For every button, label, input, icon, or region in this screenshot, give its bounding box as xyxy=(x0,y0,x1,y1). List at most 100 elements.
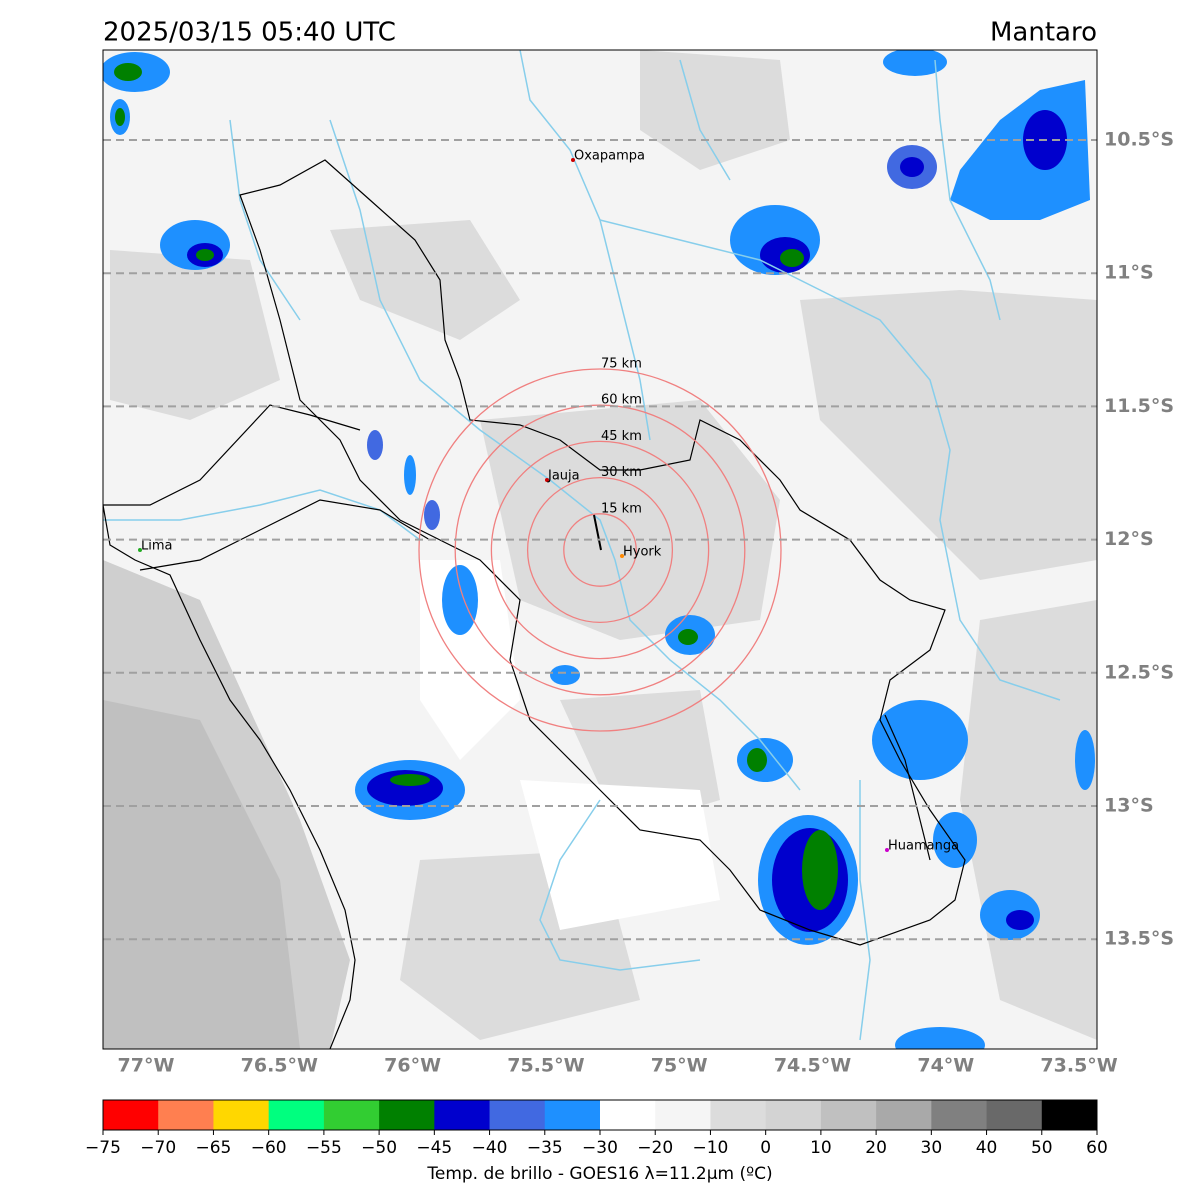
place-marker xyxy=(545,478,549,482)
colorbar-segment xyxy=(103,1100,159,1130)
colorbar-tick-label: 30 xyxy=(921,1138,943,1158)
colorbar-tick-label: −65 xyxy=(195,1138,231,1158)
convective-cloud xyxy=(678,629,698,645)
convective-cloud xyxy=(1075,730,1095,790)
colorbar-tick-label: −45 xyxy=(416,1138,452,1158)
place-marker xyxy=(571,158,575,162)
colorbar-label: Temp. de brillo - GOES16 λ=11.2μm (ºC) xyxy=(426,1164,772,1184)
coastline xyxy=(103,504,356,1049)
convective-cloud xyxy=(114,63,142,81)
colorbar-tick-label: 10 xyxy=(810,1138,832,1158)
colorbar-tick-label: −40 xyxy=(472,1138,508,1158)
colorbar-segment xyxy=(820,1100,877,1130)
river xyxy=(103,489,421,541)
river xyxy=(103,50,1061,1041)
convective-cloud xyxy=(424,500,440,530)
ring-label: 60 km xyxy=(601,393,642,408)
cloud-field xyxy=(520,780,720,930)
convective-cloud xyxy=(367,430,383,460)
convective-cloud xyxy=(883,50,947,76)
colorbar-segment xyxy=(379,1100,435,1130)
lon-label: 74°W xyxy=(917,1055,974,1077)
colorbar-segment xyxy=(600,1100,656,1130)
convective-cloud xyxy=(933,812,977,868)
place-marker xyxy=(885,848,889,852)
places: Oxapampa Jauja Hyork Lima Huamanga xyxy=(138,149,959,854)
ring-label: 75 km xyxy=(601,357,642,372)
lat-label: 11.5°S xyxy=(1104,395,1174,417)
lon-label: 73.5°W xyxy=(1040,1055,1117,1077)
river xyxy=(329,119,801,791)
colorbar-segment xyxy=(710,1100,767,1130)
colorbar-tick-label: 20 xyxy=(865,1138,887,1158)
colorbar-segment xyxy=(213,1100,270,1130)
colorbar-tick-label: −70 xyxy=(140,1138,176,1158)
colorbar-segment xyxy=(489,1100,546,1130)
river xyxy=(229,119,301,321)
colorbar-segment xyxy=(1041,1100,1098,1130)
cloud-field xyxy=(110,250,280,420)
lon-label: 74.5°W xyxy=(774,1055,851,1077)
convective-cloud xyxy=(747,748,767,772)
colorbar-tick-label: 50 xyxy=(1031,1138,1053,1158)
location: Mantaro xyxy=(990,18,1097,48)
convective-cloud xyxy=(802,830,838,910)
lon-label: 76.5°W xyxy=(241,1055,318,1077)
grid xyxy=(103,139,1097,941)
map: 15 km 30 km 45 km 60 km 75 km Oxapampa Jauja H… xyxy=(103,50,1097,1049)
river xyxy=(679,59,731,181)
convective-cloud xyxy=(390,774,430,786)
distance-ring xyxy=(526,476,674,624)
convective-cloud xyxy=(442,565,478,635)
place-label: Lima xyxy=(141,539,172,554)
convective-cloud xyxy=(115,108,125,126)
convective-cloud xyxy=(103,50,1095,1049)
colorbar-segment xyxy=(655,1100,711,1130)
colorbar-tick-label: −55 xyxy=(306,1138,342,1158)
convective-cloud xyxy=(900,157,924,177)
cloud-field xyxy=(103,50,1097,1049)
colorbar-tick-label: 0 xyxy=(760,1138,771,1158)
lat-label: 12.5°S xyxy=(1104,661,1174,683)
colorbar-tick-label: −10 xyxy=(692,1138,728,1158)
boundary xyxy=(103,159,966,946)
colorbar-segment xyxy=(931,1100,988,1130)
title: 2025/03/15 05:40 UTC xyxy=(103,18,396,48)
convective-cloud xyxy=(404,455,416,495)
colorbar-segment xyxy=(158,1100,214,1130)
map-frame xyxy=(102,49,1098,1050)
colorbar: −75 −70 −65 −60 −55 −50 −45 −40 −35 −30 −20 −10 0 10 2… xyxy=(85,1099,1108,1184)
boundary xyxy=(884,714,931,861)
river xyxy=(934,59,1001,321)
colorbar-tick-label: 60 xyxy=(1086,1138,1108,1158)
colorbar-tick-label: −75 xyxy=(85,1138,121,1158)
colorbar-segment xyxy=(986,1100,1043,1130)
axes: 10.5°S 11°S 11.5°S 12°S 12.5°S 13°S 13.5°S 77°W… xyxy=(118,129,1175,1077)
convective-cloud xyxy=(780,249,804,267)
lon-label: 75°W xyxy=(651,1055,708,1077)
place-label: Huamanga xyxy=(888,839,959,854)
colorbar-tick-label: −35 xyxy=(527,1138,563,1158)
colorbar-segment xyxy=(434,1100,491,1130)
colorbar-tick-label: −60 xyxy=(251,1138,287,1158)
colorbar-tick-label: −50 xyxy=(361,1138,397,1158)
colorbar-segment xyxy=(544,1100,601,1130)
colorbar-segment xyxy=(765,1100,822,1130)
cloud-field xyxy=(800,290,1097,580)
ring-label: 15 km xyxy=(601,501,642,516)
lat-label: 10.5°S xyxy=(1104,129,1174,151)
boundary xyxy=(139,499,431,571)
distance-ring xyxy=(418,368,782,732)
distance-ring xyxy=(490,440,710,660)
colorbar-segment xyxy=(323,1100,380,1130)
place-marker xyxy=(620,554,624,558)
colorbar-tick-label: −20 xyxy=(637,1138,673,1158)
colorbar-segment xyxy=(876,1100,932,1130)
ring-label: 30 km xyxy=(601,465,642,480)
distance-rings: 15 km 30 km 45 km 60 km 75 km xyxy=(418,357,782,732)
lon-label: 76°W xyxy=(384,1055,441,1077)
convective-cloud xyxy=(895,1027,985,1049)
lat-label: 12°S xyxy=(1104,528,1154,550)
